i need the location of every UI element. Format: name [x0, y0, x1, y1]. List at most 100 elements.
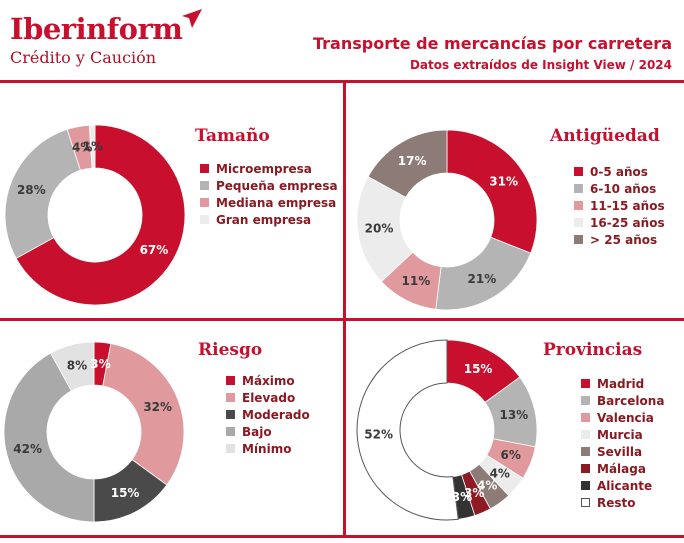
data-label-resto: 52% — [364, 427, 393, 441]
data-label-alicante: 3% — [452, 490, 472, 504]
legend-swatch — [581, 430, 590, 439]
legend-swatch — [574, 167, 583, 176]
slice-pequena-empresa — [4, 128, 81, 259]
legend-item-minimo: Mínimo — [226, 440, 310, 457]
legend-swatch — [226, 427, 235, 436]
legend-tamano: Microempresa Pequeña empresa Mediana empre… — [200, 160, 338, 228]
legend-swatch — [574, 184, 583, 193]
legend-antiguedad: 0-5 años 6-10 años 11-15 años 16-25 años > 2… — [574, 163, 665, 248]
legend-item-resto: Resto — [581, 494, 664, 511]
legend-label: Madrid — [597, 376, 645, 391]
legend-swatch — [574, 201, 583, 210]
legend-label: Barcelona — [597, 393, 665, 408]
report-title: Transporte de mercancías por carretera — [313, 34, 672, 53]
data-label-microempresa: 67% — [140, 243, 169, 257]
chart-title-antiguedad: Antigüedad — [550, 126, 660, 146]
slice-bajo — [3, 352, 95, 523]
legend-item-moderado: Moderado — [226, 406, 310, 423]
data-label-25-anos: 17% — [398, 154, 427, 168]
data-label-maximo: 3% — [90, 357, 110, 371]
bottom-divider — [0, 535, 684, 538]
data-label-16-25-anos: 20% — [365, 222, 394, 236]
legend-swatch — [226, 410, 235, 419]
chart-title-tamano: Tamaño — [195, 126, 270, 146]
chart-title-riesgo: Riesgo — [198, 340, 263, 360]
data-label-0-5-anos: 31% — [489, 174, 518, 188]
legend-swatch — [574, 235, 583, 244]
data-label-elevado: 32% — [143, 400, 172, 414]
legend-label: Gran empresa — [216, 212, 312, 227]
legend-item-barcelona: Barcelona — [581, 392, 664, 409]
data-label-11-15-anos: 11% — [402, 274, 431, 288]
legend-label: Bajo — [242, 424, 272, 439]
legend-swatch — [200, 181, 209, 190]
legend-item-bajo: Bajo — [226, 423, 310, 440]
legend-swatch — [581, 396, 590, 405]
report-subtitle: Datos extraídos de Insight View / 2024 — [409, 58, 672, 72]
data-label-madrid: 15% — [464, 362, 493, 376]
slice-25-anos — [367, 129, 448, 198]
slice-0-5-anos — [446, 129, 538, 254]
legend-label: Murcia — [597, 427, 643, 442]
legend-swatch — [226, 393, 235, 402]
legend-label: Mínimo — [242, 441, 292, 456]
legend-label: Máximo — [242, 373, 295, 388]
legend-riesgo: Máximo Elevado Moderado Bajo Mínimo — [226, 372, 310, 457]
legend-label: Microempresa — [216, 161, 312, 176]
legend-item-elevado: Elevado — [226, 389, 310, 406]
donut-chart-antiguedad: 31% 21% 11% 20% 17% — [356, 129, 538, 311]
legend-label: Mediana empresa — [216, 195, 337, 210]
legend-item-11-15-anos: 11-15 años — [574, 197, 665, 214]
legend-item-malaga: Málaga — [581, 460, 664, 477]
legend-item-maximo: Máximo — [226, 372, 310, 389]
legend-swatch — [226, 444, 235, 453]
legend-label: Elevado — [242, 390, 296, 405]
legend-label: 11-15 años — [590, 198, 665, 213]
data-label-moderado: 15% — [111, 486, 140, 500]
legend-item-valencia: Valencia — [581, 409, 664, 426]
legend-swatch — [200, 164, 209, 173]
legend-label: Pequeña empresa — [216, 178, 338, 193]
legend-label: Málaga — [597, 461, 646, 476]
legend-swatch — [574, 218, 583, 227]
data-label-malaga: 3% — [464, 486, 484, 500]
legend-item-murcia: Murcia — [581, 426, 664, 443]
slice-gran-empresa — [88, 124, 96, 169]
legend-swatch — [581, 413, 590, 422]
donut-chart-riesgo: 3% 32% 15% 42% 8% — [3, 341, 185, 523]
data-label-murcia: 4% — [490, 467, 510, 481]
slice-6-10-anos — [435, 236, 532, 311]
legend-label: Valencia — [597, 410, 654, 425]
legend-label: Resto — [597, 495, 636, 510]
data-label-bajo: 42% — [13, 442, 42, 456]
slice-microempresa — [15, 124, 186, 306]
data-label-barcelona: 13% — [499, 408, 528, 422]
legend-swatch — [581, 481, 590, 490]
legend-provincias: Madrid Barcelona Valencia Murcia Sevilla Mála… — [581, 375, 664, 511]
legend-item-alicante: Alicante — [581, 477, 664, 494]
legend-label: Moderado — [242, 407, 310, 422]
brand-logo: Iberinform Crédito y Caución — [10, 12, 183, 68]
brand-tagline: Crédito y Caución — [10, 48, 157, 67]
legend-label: Alicante — [597, 478, 653, 493]
legend-item-mediana-empresa: Mediana empresa — [200, 194, 338, 211]
legend-item-16-25-anos: 16-25 años — [574, 214, 665, 231]
data-label-minimo: 8% — [67, 359, 87, 373]
legend-item-madrid: Madrid — [581, 375, 664, 392]
column-divider — [343, 80, 346, 538]
data-label-sevilla: 4% — [477, 478, 497, 492]
donut-chart-tamano: 67% 28% 4%1% — [4, 124, 186, 306]
legend-item-sevilla: Sevilla — [581, 443, 664, 460]
legend-swatch — [581, 498, 590, 507]
data-label-pequena-empresa: 28% — [17, 183, 46, 197]
data-label-mediana-empresa: 4% — [72, 141, 92, 155]
legend-label: 16-25 años — [590, 215, 665, 230]
legend-item-microempresa: Microempresa — [200, 160, 338, 177]
legend-swatch — [200, 198, 209, 207]
legend-item-6-10-anos: 6-10 años — [574, 180, 665, 197]
legend-label: 0-5 años — [590, 164, 648, 179]
legend-item-pequena-empresa: Pequeña empresa — [200, 177, 338, 194]
donut-chart-provincias: 15%13%6%4%4%3%3%52% — [356, 339, 538, 521]
slice-elevado — [102, 343, 185, 486]
chart-title-provincias: Provincias — [543, 340, 643, 360]
